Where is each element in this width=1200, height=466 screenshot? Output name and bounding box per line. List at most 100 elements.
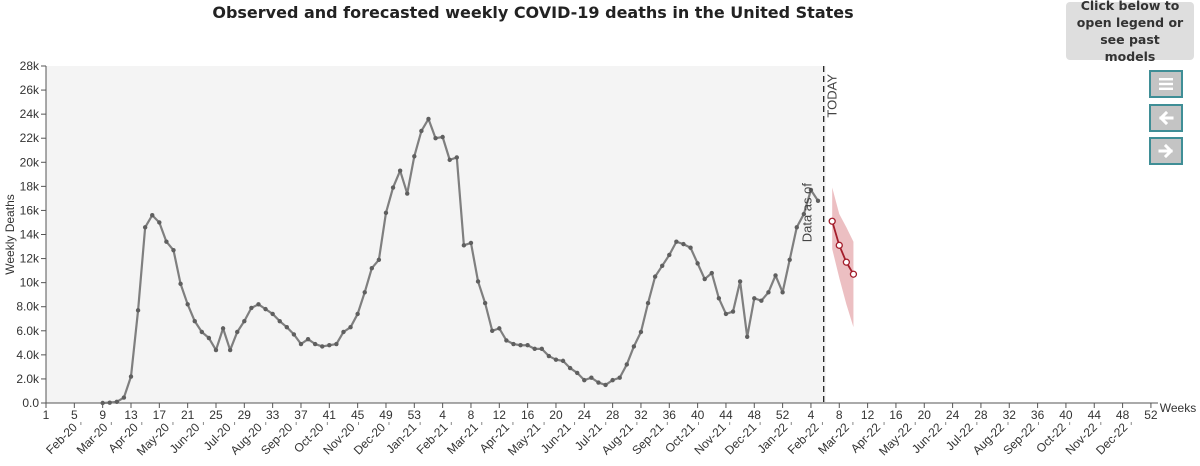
x-tick-label: 5	[71, 408, 78, 422]
x-tick-label: 44	[719, 408, 733, 422]
annotations: TODAY Data as of	[800, 66, 840, 403]
month-label: Sep-22	[1000, 420, 1037, 457]
x-tick-label: 28	[974, 408, 988, 422]
observed-point	[511, 341, 516, 347]
y-tick-label: 28k	[20, 59, 40, 73]
observed-point	[355, 311, 360, 317]
observed-point	[383, 210, 389, 216]
month-label: Dec-22	[1093, 420, 1130, 457]
observed-point	[723, 311, 729, 317]
observed-point	[539, 346, 544, 352]
observed-point	[596, 380, 601, 385]
observed-point	[482, 300, 488, 306]
observed-point	[553, 357, 559, 362]
observed-point	[518, 343, 523, 348]
observed-point	[759, 298, 764, 303]
menu-icon	[1159, 78, 1173, 90]
x-tick-label: 29	[238, 408, 252, 422]
month-label: Jun-21	[538, 420, 574, 456]
today-label: TODAY	[825, 74, 840, 118]
x-tick-label: 12	[861, 408, 875, 422]
observed-point	[227, 347, 233, 353]
observed-point	[376, 257, 382, 262]
x-tick-label: 49	[379, 408, 393, 422]
observed-point	[369, 266, 375, 271]
observed-point	[787, 257, 792, 262]
observed-point	[164, 239, 169, 244]
observed-point	[397, 168, 403, 173]
x-tick-label: 4	[439, 408, 446, 422]
month-label: Jan-21	[383, 420, 419, 456]
observed-point	[702, 276, 707, 282]
observed-point	[128, 374, 134, 379]
y-tick-label: 14k	[20, 228, 40, 242]
x-tick-label: 8	[468, 408, 475, 422]
x-tick-label: 25	[209, 408, 223, 422]
x-tick-label: 16	[521, 408, 535, 422]
observed-point	[157, 220, 162, 225]
x-tick-label: 20	[549, 408, 563, 422]
month-label: Mar-20	[74, 420, 111, 457]
x-tick-label: 17	[153, 408, 167, 422]
observed-point	[185, 302, 190, 307]
observed-point	[582, 377, 587, 383]
observed-point	[277, 318, 282, 324]
observed-point	[312, 341, 318, 347]
series	[100, 116, 858, 406]
month-label: May-20	[134, 420, 172, 458]
observed-point	[631, 344, 637, 349]
observed-point	[603, 382, 608, 388]
observed-point	[766, 290, 771, 295]
x-tick-label: 33	[266, 408, 280, 422]
observed-point	[235, 329, 240, 335]
observed-point	[688, 245, 693, 250]
x-tick-label: 4	[808, 408, 815, 422]
observed-point	[291, 332, 297, 337]
observed-point	[504, 338, 509, 343]
y-tick-label: 24k	[20, 107, 40, 121]
observed-point	[242, 318, 247, 324]
observed-point	[737, 279, 743, 284]
x-tick-label: 32	[1003, 408, 1017, 422]
y-tick-label: 2.0k	[16, 372, 40, 386]
observed-point	[440, 134, 445, 140]
observed-point	[497, 326, 502, 331]
observed-series-line	[102, 117, 819, 405]
observed-point	[412, 154, 417, 159]
observed-point	[716, 296, 722, 301]
observed-point	[256, 302, 261, 307]
observed-point	[150, 213, 155, 218]
x-tick-label: 53	[408, 408, 422, 422]
x-tick-label: 36	[663, 408, 677, 422]
next-model-button[interactable]	[1149, 137, 1183, 165]
arrow-right-icon	[1158, 143, 1174, 159]
month-label: Jun-22	[909, 420, 945, 456]
x-tick-label: 36	[1031, 408, 1045, 422]
x-tick-label: 9	[99, 408, 106, 422]
observed-point	[617, 375, 622, 380]
observed-point	[405, 191, 410, 196]
x-tick-label: 1	[43, 408, 50, 422]
previous-model-button[interactable]	[1149, 104, 1183, 132]
observed-point	[645, 300, 651, 306]
legend-menu-button[interactable]	[1149, 70, 1183, 98]
y-tick-label: 12k	[20, 252, 40, 266]
observed-point	[121, 395, 127, 400]
observed-point	[320, 344, 325, 349]
data-as-of-label: Data as of	[800, 183, 815, 243]
observed-point	[362, 290, 367, 295]
observed-point	[730, 309, 736, 314]
chart-title: Observed and forecasted weekly COVID-19 …	[212, 3, 854, 22]
y-tick-label: 22k	[20, 131, 40, 145]
y-tick-label: 20k	[20, 155, 40, 169]
month-label: Oct-20	[291, 420, 327, 456]
y-tick-label: 6.0k	[16, 324, 40, 338]
x-tick-label: 48	[748, 408, 762, 422]
observed-point	[461, 243, 467, 248]
plot-background	[46, 66, 826, 403]
y-axis-label: Weekly Deaths	[3, 194, 17, 274]
month-label: Sep-21	[629, 420, 666, 457]
observed-point	[808, 187, 814, 193]
forecast-point	[835, 241, 843, 249]
month-label: Feb-21	[414, 420, 451, 457]
